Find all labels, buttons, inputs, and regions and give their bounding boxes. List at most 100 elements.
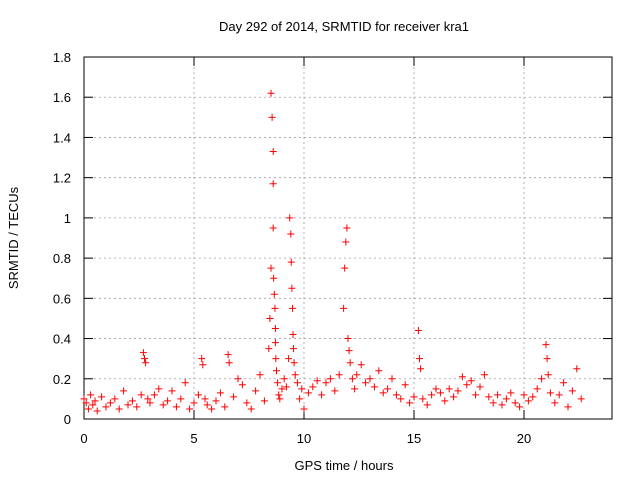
data-point xyxy=(269,180,277,188)
data-point xyxy=(144,395,152,403)
data-point xyxy=(274,379,282,387)
data-point xyxy=(287,230,295,238)
data-point xyxy=(124,401,132,409)
data-point xyxy=(168,387,176,395)
data-point xyxy=(423,401,431,409)
data-point xyxy=(313,377,321,385)
data-point xyxy=(221,403,229,411)
data-point xyxy=(142,359,150,367)
data-point xyxy=(384,385,392,393)
data-point xyxy=(419,395,427,403)
data-point xyxy=(243,399,251,407)
data-point xyxy=(225,359,233,367)
data-point xyxy=(445,385,453,393)
data-point xyxy=(288,284,296,292)
data-point xyxy=(234,375,242,383)
data-point xyxy=(150,391,158,399)
data-point xyxy=(289,331,297,339)
data-point xyxy=(489,399,497,407)
data-point xyxy=(343,224,351,232)
data-point xyxy=(524,397,532,405)
data-point xyxy=(564,403,572,411)
tick-labels: 0 0.2 0.4 0.6 0.8 1 1.2 1.4 1.6 1.8 0 5 10 15 20 xyxy=(53,50,531,446)
data-point xyxy=(533,385,541,393)
data-point xyxy=(472,391,480,399)
data-point xyxy=(275,391,283,399)
data-point xyxy=(91,397,99,405)
data-point xyxy=(494,391,502,399)
chart-title: Day 292 of 2014, SRMTID for receiver kra… xyxy=(219,19,469,34)
data-point xyxy=(529,393,537,401)
data-point xyxy=(476,383,484,391)
data-point xyxy=(111,395,119,403)
data-point xyxy=(216,389,224,397)
data-point xyxy=(289,304,297,312)
data-point xyxy=(224,351,232,359)
data-point xyxy=(271,304,279,312)
y-axis-label: SRMTID / TECUs xyxy=(6,186,21,289)
plot-frame xyxy=(83,56,613,420)
data-point xyxy=(115,405,123,413)
data-point xyxy=(252,387,260,395)
data-point xyxy=(269,148,277,156)
data-point xyxy=(318,391,326,399)
data-point xyxy=(271,325,279,332)
data-point xyxy=(322,379,330,387)
data-point xyxy=(417,365,425,373)
data-point xyxy=(520,391,528,399)
data-point xyxy=(502,395,510,403)
data-point xyxy=(454,387,462,395)
data-point xyxy=(344,335,352,343)
data-point xyxy=(480,371,488,379)
data-point xyxy=(285,355,293,363)
data-point xyxy=(282,383,290,391)
data-point xyxy=(388,375,396,383)
data-point xyxy=(137,391,145,399)
x-tick-label: 20 xyxy=(517,431,531,446)
data-point xyxy=(164,397,172,405)
data-point xyxy=(271,339,279,347)
data-point xyxy=(401,381,409,389)
data-point xyxy=(544,371,552,379)
data-point xyxy=(342,238,350,246)
data-point xyxy=(80,395,88,403)
data-point xyxy=(516,403,524,411)
data-point xyxy=(485,393,493,401)
x-axis-label: GPS time / hours xyxy=(295,458,394,473)
data-point xyxy=(247,405,255,413)
axis-ticks xyxy=(83,56,612,420)
data-point xyxy=(357,361,365,369)
y-tick-label: 0.2 xyxy=(53,372,71,387)
data-point xyxy=(181,379,189,387)
y-tick-label: 1.2 xyxy=(53,171,71,186)
data-point xyxy=(146,399,154,407)
data-point xyxy=(89,401,97,409)
data-points xyxy=(80,89,585,415)
data-point xyxy=(353,371,361,379)
data-point xyxy=(293,379,301,387)
data-point xyxy=(511,399,519,407)
data-point xyxy=(133,403,141,411)
y-tick-label: 1.6 xyxy=(53,90,71,105)
data-point xyxy=(267,89,275,97)
data-point xyxy=(573,365,581,373)
data-point xyxy=(270,274,278,282)
data-point xyxy=(458,373,466,381)
data-point xyxy=(568,387,576,395)
data-point xyxy=(141,355,148,363)
data-point xyxy=(538,375,546,383)
data-point xyxy=(155,385,163,393)
data-point xyxy=(406,399,414,407)
data-point xyxy=(392,391,400,399)
data-point xyxy=(159,401,167,409)
data-point xyxy=(265,345,273,353)
data-point xyxy=(362,379,370,387)
data-point xyxy=(375,367,383,375)
data-point xyxy=(414,327,422,335)
data-point xyxy=(238,381,246,389)
data-point xyxy=(230,393,238,401)
x-tick-label: 15 xyxy=(407,431,421,446)
data-point xyxy=(269,224,277,232)
